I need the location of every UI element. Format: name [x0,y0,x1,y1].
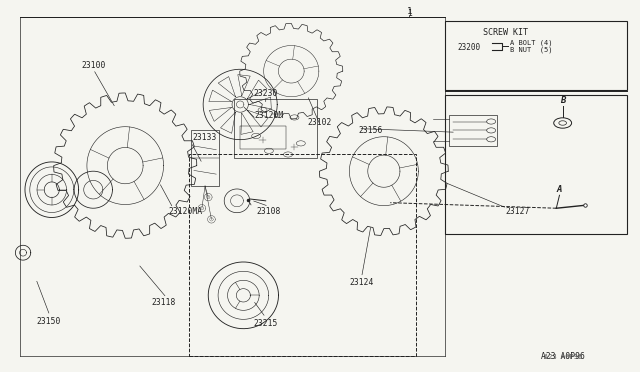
Text: 23100: 23100 [81,61,106,70]
Bar [234,99,317,158]
Bar [445,95,627,234]
Text: 23200: 23200 [458,42,481,51]
Text: B: B [560,96,565,105]
Text: A BOLT (4): A BOLT (4) [509,39,552,46]
Bar [189,154,416,356]
Text: 23124: 23124 [349,278,374,287]
Text: 23120MA: 23120MA [169,208,203,217]
Text: A: A [557,185,562,194]
Text: 23127: 23127 [505,208,529,217]
Bar [240,126,286,149]
Text: 23118: 23118 [151,298,176,307]
Text: 23150: 23150 [36,317,61,326]
Text: 23102: 23102 [308,119,332,128]
Text: 23230: 23230 [253,89,278,98]
Text: A23 A0P96: A23 A0P96 [541,352,584,361]
Text: 23120M: 23120M [254,111,284,120]
Text: 23156: 23156 [358,126,383,135]
Bar [449,115,497,146]
Text: 23133: 23133 [192,133,217,142]
Text: A23 A0P96: A23 A0P96 [543,354,582,360]
Text: B NUT  (5): B NUT (5) [509,47,552,53]
Text: 23215: 23215 [253,319,278,328]
Bar [445,21,627,90]
Bar [191,131,220,186]
Text: 23108: 23108 [257,208,281,217]
Text: 1: 1 [407,9,412,18]
Text: 1: 1 [406,7,412,16]
Text: SCREW KIT: SCREW KIT [483,28,528,37]
